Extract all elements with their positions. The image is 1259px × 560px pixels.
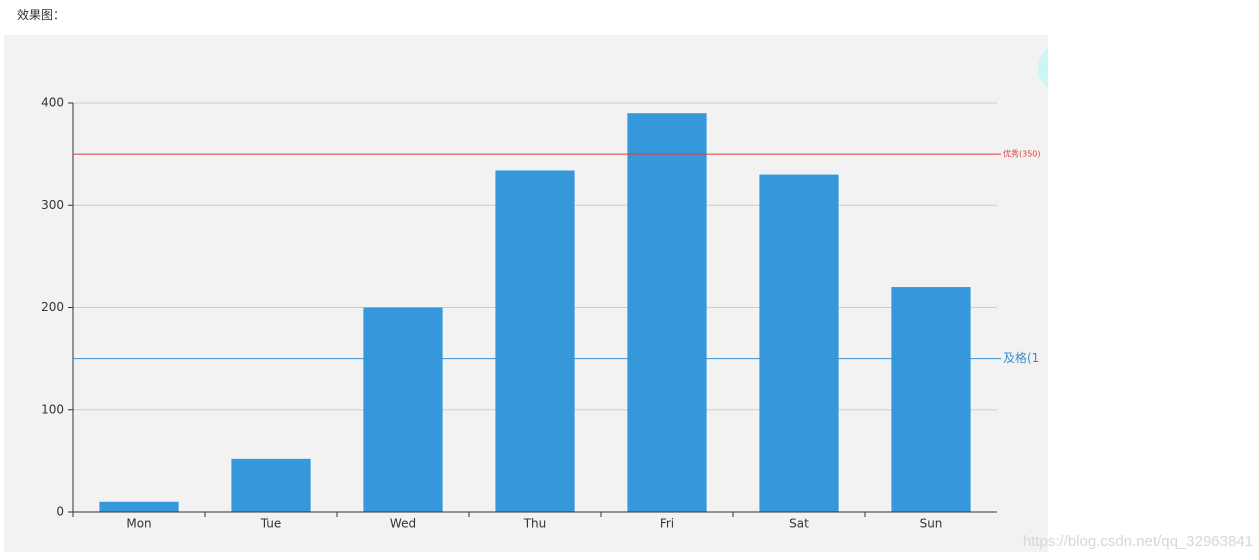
x-tick-label: Sat [789, 517, 809, 531]
x-tick-label: Thu [523, 517, 547, 531]
x-tick-label: Mon [126, 517, 151, 531]
watermark: https://blog.csdn.net/qq_32963841 [1022, 533, 1253, 550]
bar [759, 174, 839, 512]
caption: 效果图： [17, 8, 66, 22]
bar [99, 501, 179, 512]
x-tick-label: Sun [920, 517, 943, 531]
y-tick-label: 200 [41, 300, 64, 314]
mark-line-label: 优秀(350) [1003, 149, 1041, 159]
mark-line-label: 及格(1 [1003, 350, 1039, 365]
y-tick-label: 400 [41, 96, 64, 110]
panel-edge [1048, 35, 1259, 560]
x-tick-label: Fri [660, 517, 674, 531]
y-tick-label: 100 [41, 402, 64, 416]
x-tick-label: Wed [390, 517, 416, 531]
bar [627, 113, 707, 512]
bar [363, 307, 443, 512]
bar [495, 170, 575, 513]
bar [891, 287, 971, 512]
x-tick-label: Tue [260, 517, 282, 531]
y-tick-label: 0 [56, 505, 64, 519]
bar [231, 458, 311, 512]
y-tick-label: 300 [41, 198, 64, 212]
